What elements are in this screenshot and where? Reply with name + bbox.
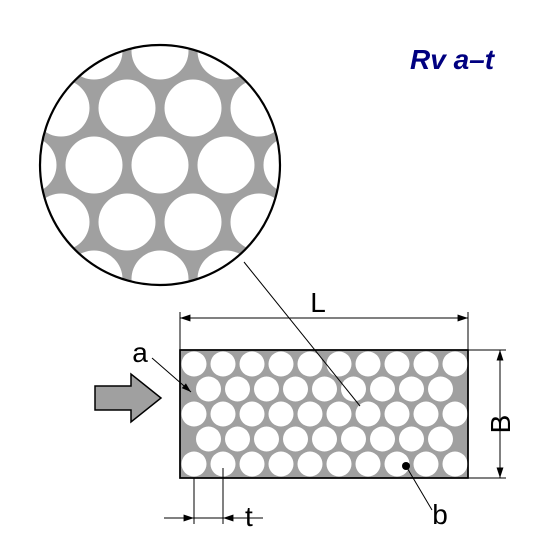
- plate-hole: [269, 452, 294, 477]
- plate-hole: [196, 427, 221, 452]
- dim-b-label: b: [432, 499, 448, 530]
- plate-hole: [182, 452, 207, 477]
- plate-hole: [385, 352, 410, 377]
- plate-hole: [298, 452, 323, 477]
- plate-hole: [399, 427, 424, 452]
- plate-hole: [182, 352, 207, 377]
- plate-hole: [225, 377, 250, 402]
- plate-hole: [182, 402, 207, 427]
- plate-hole: [211, 352, 236, 377]
- plate-hole: [341, 427, 366, 452]
- plate-hole: [225, 427, 250, 452]
- plate-hole: [211, 402, 236, 427]
- plate-hole: [283, 427, 308, 452]
- plate-hole: [240, 352, 265, 377]
- direction-arrow: [95, 374, 161, 422]
- plate-hole: [283, 377, 308, 402]
- plate-hole: [240, 452, 265, 477]
- dim-t-label: t: [245, 501, 253, 532]
- plate-hole: [240, 402, 265, 427]
- plate-hole: [298, 402, 323, 427]
- plate-hole: [356, 452, 381, 477]
- plate-hole: [428, 427, 453, 452]
- plate-hole: [269, 352, 294, 377]
- plate-hole: [269, 402, 294, 427]
- plate-hole: [370, 427, 395, 452]
- dim-b-dot: [402, 462, 410, 470]
- plate-hole: [356, 352, 381, 377]
- diagram-title: Rv a–t: [410, 44, 494, 76]
- plate-hole: [327, 402, 352, 427]
- plate-hole: [370, 377, 395, 402]
- plate-hole: [196, 377, 221, 402]
- dim-L-label: L: [310, 287, 326, 318]
- plate-hole: [327, 452, 352, 477]
- plate-hole: [414, 452, 439, 477]
- plate-hole: [327, 352, 352, 377]
- dim-a-label: a: [132, 337, 148, 368]
- plate-hole: [414, 402, 439, 427]
- plate-hole: [443, 402, 468, 427]
- plate-hole: [254, 427, 279, 452]
- plate-hole: [414, 352, 439, 377]
- plate-hole: [428, 377, 453, 402]
- plate-hole: [385, 402, 410, 427]
- plate-hole: [443, 352, 468, 377]
- diagram-svg: L Bt a b: [0, 0, 550, 550]
- plate-hole: [254, 377, 279, 402]
- plate-hole: [312, 427, 337, 452]
- plate-hole: [443, 452, 468, 477]
- dim-B-label: B: [485, 415, 516, 434]
- plate-hole: [399, 377, 424, 402]
- plate-hole: [312, 377, 337, 402]
